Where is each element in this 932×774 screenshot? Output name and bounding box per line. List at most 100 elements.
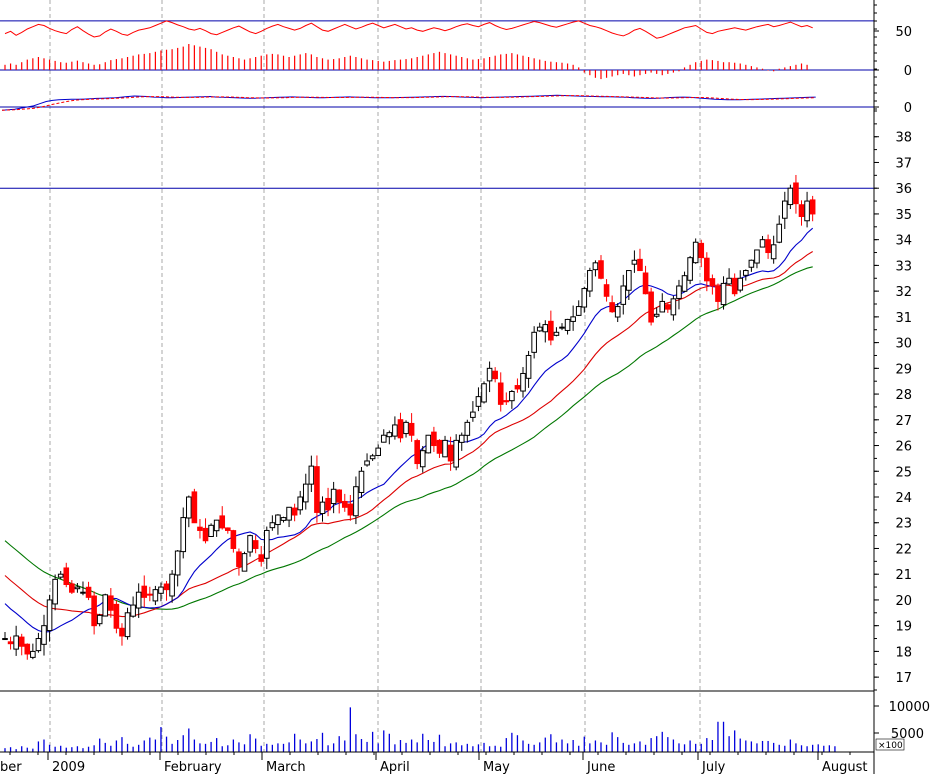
candle (291, 503, 298, 522)
histogram-bar (71, 61, 73, 70)
candle (247, 534, 253, 557)
histogram-bar (65, 62, 67, 70)
candle (392, 416, 398, 440)
histogram-bar (500, 54, 502, 70)
histogram-bar (717, 60, 719, 70)
candle (152, 585, 159, 606)
candle (754, 249, 760, 269)
month-label: ber (0, 760, 22, 774)
candle (330, 481, 337, 514)
candle-body (380, 434, 387, 443)
candle (269, 515, 276, 531)
candle-body (776, 223, 783, 243)
histogram-bar (433, 53, 435, 70)
histogram-bar (656, 70, 658, 74)
histogram-bar (210, 49, 212, 70)
candle-body (665, 304, 671, 310)
candle (347, 495, 354, 521)
histogram-bar (87, 63, 90, 70)
histogram-bar (76, 60, 79, 70)
candle (213, 519, 220, 537)
histogram-bar (583, 70, 585, 73)
histogram-bar (115, 59, 117, 70)
candle (743, 269, 749, 281)
histogram-bar (533, 58, 535, 70)
candle (124, 607, 131, 640)
candle-body (626, 270, 632, 291)
candle-body (314, 466, 320, 513)
candle (497, 372, 504, 412)
candle-body (158, 586, 164, 594)
candle (698, 239, 705, 268)
histogram-bar (695, 62, 697, 70)
candle-body (536, 326, 543, 332)
histogram-bar (126, 57, 129, 70)
histogram-bar (422, 55, 424, 70)
candle (208, 523, 214, 537)
candle (614, 303, 621, 323)
histogram-bar (321, 58, 324, 70)
candle-body (124, 612, 131, 638)
histogram-bar (683, 67, 686, 70)
candle-body (704, 257, 710, 282)
candle-body (180, 517, 187, 553)
candle (24, 643, 31, 660)
histogram-bar (622, 70, 624, 74)
candle-body (369, 455, 376, 460)
candle-body (514, 385, 521, 390)
histogram-bar (527, 57, 530, 70)
histogram-bar (734, 62, 736, 70)
candle-body (720, 282, 727, 306)
histogram-bar (299, 54, 301, 70)
price-tick-label: 31 (895, 311, 912, 326)
candle (258, 546, 265, 567)
candle (631, 250, 638, 273)
candle (52, 574, 58, 611)
price-tick-label: 24 (895, 491, 912, 506)
candle-body (197, 526, 203, 531)
price-tick-label: 36 (895, 182, 912, 197)
histogram-bar (260, 55, 262, 70)
candle-body (509, 390, 515, 402)
candle (419, 446, 426, 473)
candle (447, 436, 454, 471)
candle-body (375, 447, 381, 456)
candle-body (793, 182, 799, 205)
histogram-bar (360, 58, 363, 70)
candle-body (564, 318, 571, 331)
histogram-bar (26, 59, 28, 70)
candle (737, 270, 744, 293)
candle-body (280, 517, 287, 521)
histogram-bar (132, 55, 134, 70)
candle (13, 625, 19, 656)
month-label: April (380, 760, 410, 774)
candle (35, 632, 42, 653)
month-label: May (483, 760, 510, 774)
candle-body (414, 440, 420, 465)
candle-body (748, 259, 755, 268)
histogram-bar (689, 64, 691, 70)
candle (297, 490, 304, 515)
candle (809, 195, 816, 222)
histogram-bar (4, 64, 6, 70)
candle-body (503, 400, 510, 403)
histogram-bar (739, 63, 741, 70)
price-tick-label: 35 (895, 208, 912, 223)
histogram-bar (199, 46, 201, 70)
histogram-bar (650, 70, 652, 73)
candle-body (186, 496, 192, 519)
volume-tick-label: 10000 (889, 700, 930, 715)
histogram-bar (15, 64, 17, 70)
candle (85, 581, 92, 601)
candle-body (598, 260, 604, 279)
histogram-bar (427, 54, 429, 70)
histogram-bar (600, 70, 602, 80)
price-tick-label: 32 (895, 285, 912, 300)
candle (692, 238, 699, 264)
candle (319, 496, 326, 522)
candle (776, 215, 783, 244)
histogram-bar (355, 57, 357, 70)
candle-body (676, 285, 682, 299)
candle-body (191, 491, 198, 524)
